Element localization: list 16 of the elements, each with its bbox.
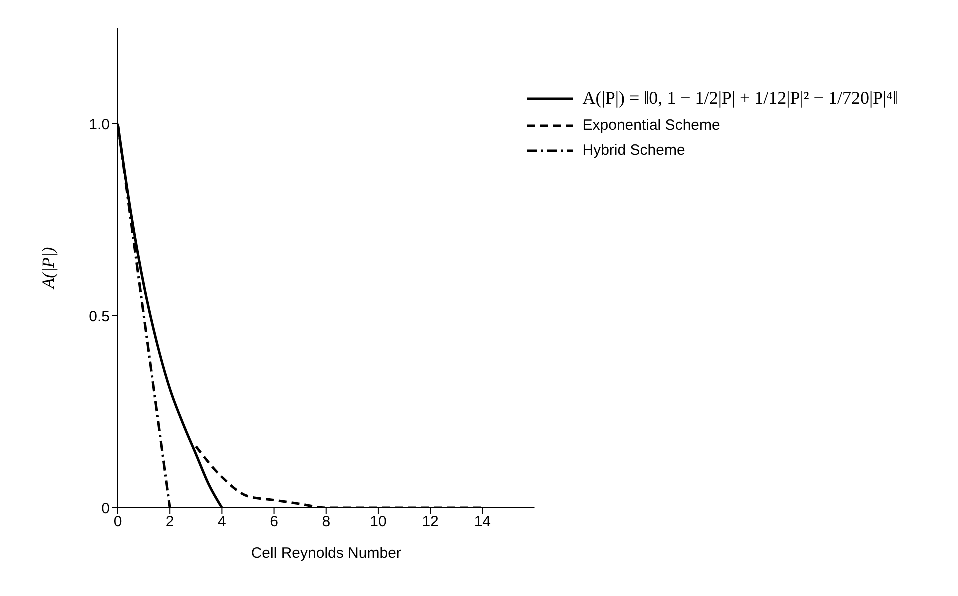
y-tick-label: 1.0 bbox=[89, 116, 110, 134]
legend-label: Hybrid Scheme bbox=[582, 142, 686, 159]
x-tick-label: 0 bbox=[114, 514, 122, 531]
x-tick-label: 4 bbox=[218, 514, 226, 531]
x-tick-label: 8 bbox=[322, 514, 331, 531]
legend-label: A(|P|) = ‖0, 1 − 1/2|P| + 1/12|P|² − 1/720|P|⁴‖ bbox=[582, 88, 898, 109]
x-tick-label: 2 bbox=[166, 514, 174, 531]
x-tick-label: 14 bbox=[474, 514, 491, 531]
x-tick-label: 6 bbox=[270, 514, 278, 531]
x-axis-title: Cell Reynolds Number bbox=[251, 545, 402, 562]
y-axis-title: A(|P|) bbox=[39, 246, 58, 290]
y-tick-label: 0 bbox=[102, 500, 110, 518]
y-tick-label: 0.5 bbox=[89, 308, 110, 326]
legend-label: Exponential Scheme bbox=[582, 117, 720, 134]
x-tick-label: 12 bbox=[422, 514, 439, 531]
x-tick-label: 10 bbox=[370, 514, 387, 531]
